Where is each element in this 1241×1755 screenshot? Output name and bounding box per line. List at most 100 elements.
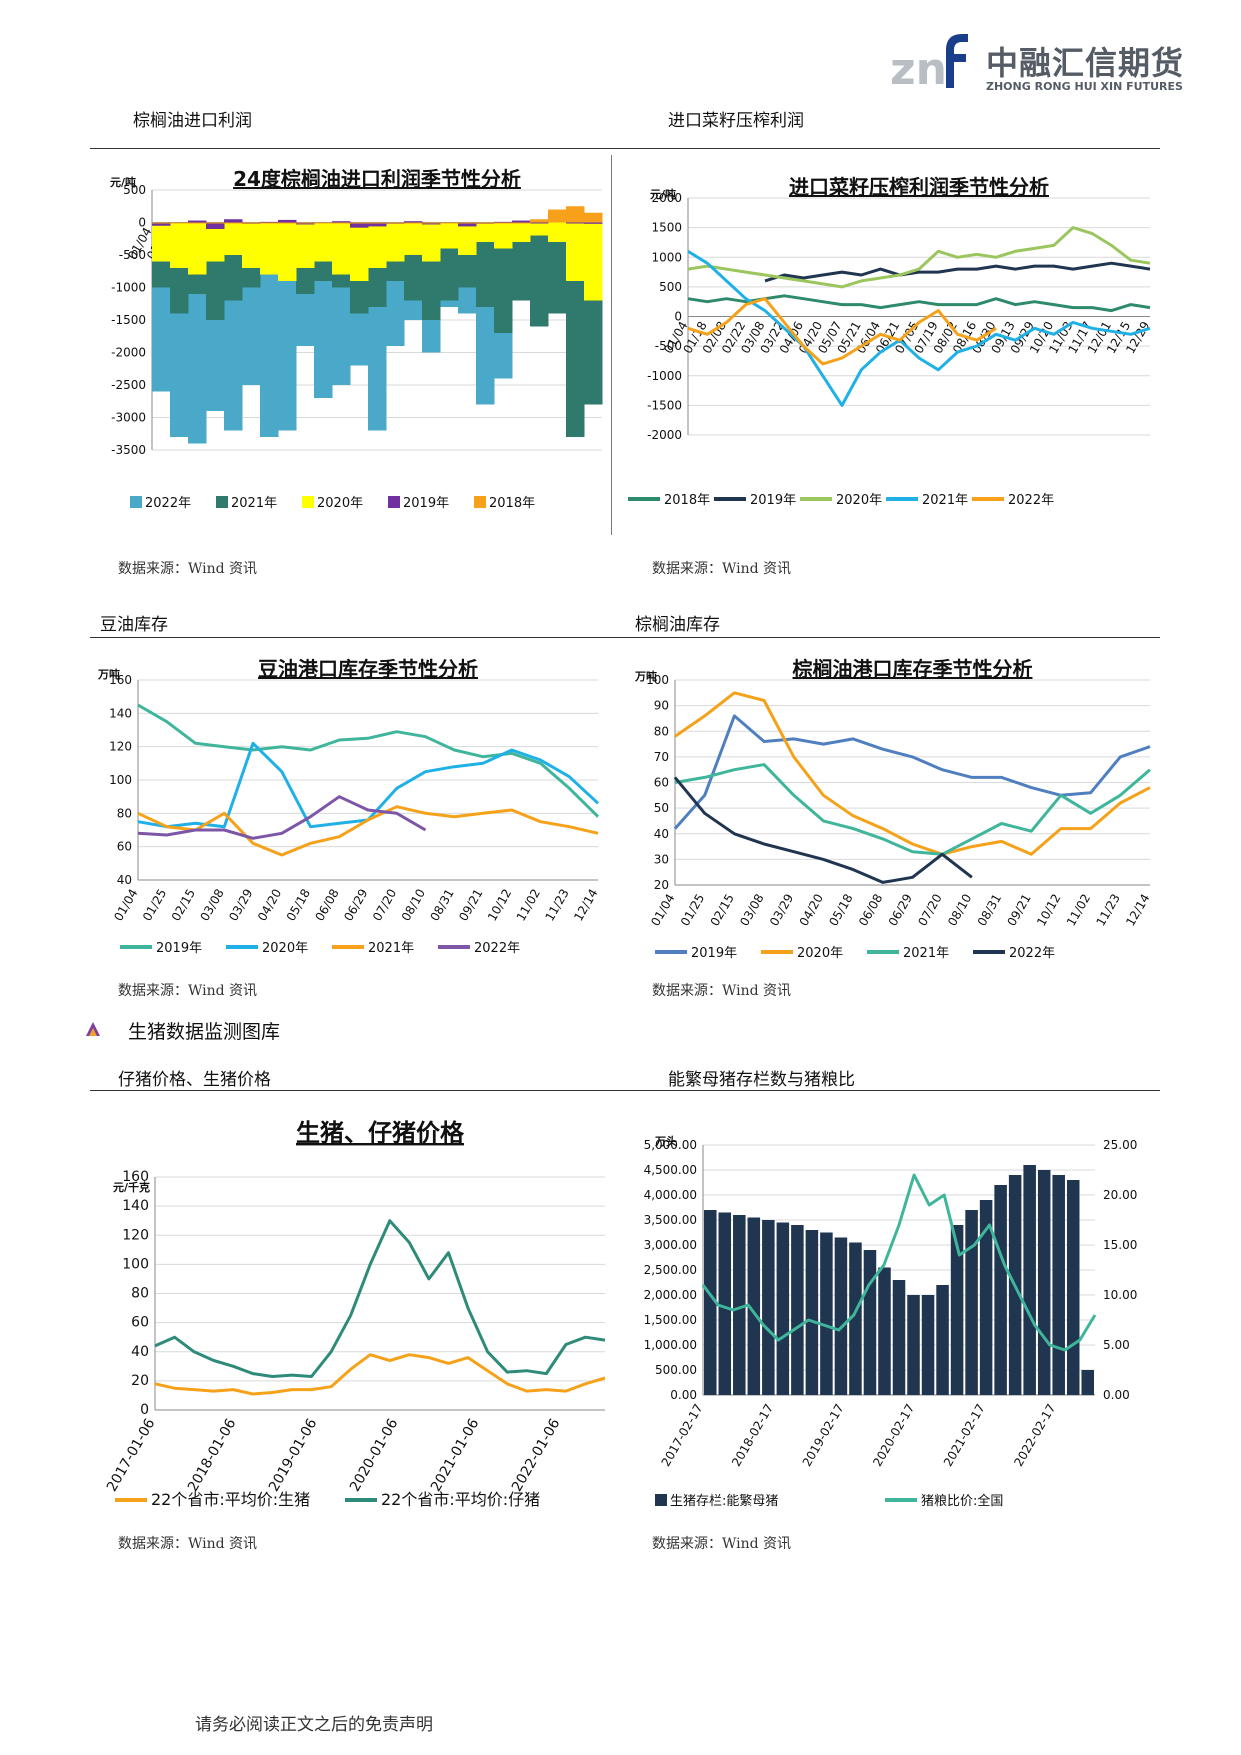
area-bar-2 — [224, 222, 243, 255]
y-axis-unit: 万头 — [654, 1134, 677, 1148]
x-tick-label: 01/25 — [140, 887, 169, 924]
area-bar-4 — [314, 222, 333, 224]
y-tick-label: -1000 — [647, 369, 682, 383]
x-tick-label: 11/02 — [1064, 892, 1093, 929]
area-bar-0 — [260, 222, 279, 437]
section-title-rapeseed-profit: 进口菜籽压榨利润 — [668, 111, 804, 131]
area-bar-2 — [440, 222, 459, 249]
bar-sow-stock — [979, 1200, 993, 1395]
area-bar-2 — [548, 222, 567, 242]
y-tick-label: 4,500.00 — [644, 1163, 697, 1177]
area-bar-3 — [368, 222, 387, 227]
y-tick-label: -2000 — [111, 346, 146, 360]
area-bar-4 — [296, 222, 315, 224]
pig-price-chart: 生猪、仔猪价格 元/千克 160 140 120 100 80 60 40 20 0 2017-01-… — [95, 1105, 615, 1520]
area-bar-2 — [368, 222, 387, 268]
series-line-0 — [673, 714, 1151, 830]
y-tick-label: 2000 — [651, 191, 682, 205]
x-tick-label: 01/04 — [648, 892, 677, 929]
bar-sow-stock — [1081, 1370, 1094, 1395]
bar-sow-stock — [907, 1295, 920, 1395]
y-axis-unit: 元/吨 — [110, 175, 136, 189]
y-tick-label: 40 — [131, 1344, 149, 1360]
y-tick-label: 3,000.00 — [644, 1238, 697, 1252]
area-bar-2 — [476, 222, 495, 242]
area-bar-4 — [206, 222, 225, 224]
bar-sow-stock — [849, 1242, 862, 1395]
x-tick-label: 01/25 — [678, 892, 707, 929]
bar-sow-stock — [892, 1280, 906, 1395]
area-bar-3 — [206, 222, 225, 229]
y2-tick-label: 20.00 — [1103, 1188, 1137, 1202]
y-tick-label: 20 — [131, 1373, 149, 1389]
area-bar-4 — [278, 222, 297, 224]
area-bar-1 — [548, 222, 567, 314]
area-bar-4 — [386, 222, 405, 224]
area-bar-2 — [314, 222, 333, 262]
area-bar-4 — [188, 222, 207, 224]
y-tick-label: 4,000.00 — [644, 1188, 697, 1202]
y-tick-label: 50 — [654, 801, 669, 815]
series-line-1 — [674, 691, 1151, 856]
bar-sow-stock — [863, 1250, 877, 1395]
legend-label: 生猪存栏:能繁母猪 — [670, 1493, 778, 1509]
area-bar-2 — [188, 222, 207, 275]
legend-label: 2020年 — [262, 941, 308, 956]
area-bar-4 — [368, 222, 387, 224]
y-tick-label: 120 — [109, 740, 132, 754]
y-tick-label: 2,500.00 — [644, 1263, 697, 1277]
y-tick-label: 80 — [654, 724, 669, 738]
sow-ratio-chart: 万头 5,000.00 4,500.00 4,000.00 3,500.00 3,000.… — [625, 1115, 1165, 1515]
x-tick-label: 2019-02-17 — [800, 1402, 847, 1469]
x-tick-label: 2017-02-17 — [659, 1402, 706, 1469]
y-axis-unit: 万吨 — [634, 669, 657, 683]
x-tick-label: 03/08 — [737, 892, 766, 929]
znf-logo-mark: zn — [890, 34, 968, 92]
x-tick-label: 08/10 — [399, 887, 428, 924]
legend-label: 2019年 — [403, 496, 449, 511]
y-tick-label: 60 — [117, 840, 132, 854]
data-source-2: 数据来源：Wind 资讯 — [652, 561, 792, 577]
rapeseed-profit-chart: 进口菜籽压榨利润季节性分析 元/吨 2000 1500 1000 500 0 -500 -100… — [620, 170, 1160, 520]
palm-profit-chart: 24度棕榈油进口利润季节性分析 元/吨 500 0 -500 -1000 -1500 -200… — [90, 160, 610, 535]
legend-label: 猪粮比价:全国 — [921, 1493, 1003, 1509]
y-tick-label: -2000 — [647, 428, 682, 442]
bar-sow-stock — [936, 1285, 949, 1395]
data-source-6: 数据来源：Wind 资讯 — [652, 1536, 792, 1552]
y-tick-label: -3000 — [111, 411, 146, 425]
y-tick-label: 1500 — [651, 221, 682, 235]
y-tick-label: 40 — [117, 873, 132, 887]
series-line-2 — [674, 763, 1151, 856]
series-line-3 — [137, 795, 427, 840]
x-tick-label: 01/04 — [111, 887, 140, 924]
area-bar-2 — [584, 222, 603, 301]
y-axis-unit: 元/吨 — [650, 187, 676, 201]
chart-title: 进口菜籽压榨利润季节性分析 — [789, 175, 1049, 199]
x-tick-label: 06/08 — [312, 887, 341, 924]
area-bar-2 — [242, 222, 261, 268]
series-line-4 — [687, 297, 997, 366]
x-tick-label: 2021-02-17 — [941, 1402, 988, 1469]
legend-label: 2019年 — [156, 941, 202, 956]
area-bar-3 — [530, 222, 549, 224]
area-bar-4 — [548, 209, 567, 223]
area-bar-2 — [278, 222, 297, 281]
y-tick-label: 80 — [117, 806, 132, 820]
bar-sow-stock — [965, 1210, 978, 1395]
area-bar-3 — [458, 222, 477, 227]
x-tick-label: 2021-01-06 — [428, 1416, 483, 1495]
bar-sow-stock — [994, 1185, 1007, 1395]
area-bar-2 — [566, 222, 585, 281]
area-bar-4 — [476, 222, 495, 224]
series-line-1 — [154, 1219, 606, 1378]
y-tick-label: 160 — [122, 1169, 149, 1185]
y-tick-label: 90 — [654, 699, 669, 713]
x-tick-label: 03/08 — [197, 887, 226, 924]
data-source-3: 数据来源：Wind 资讯 — [118, 983, 258, 999]
x-tick-label: 05/18 — [826, 892, 855, 929]
y-tick-label: 0 — [140, 1402, 149, 1418]
